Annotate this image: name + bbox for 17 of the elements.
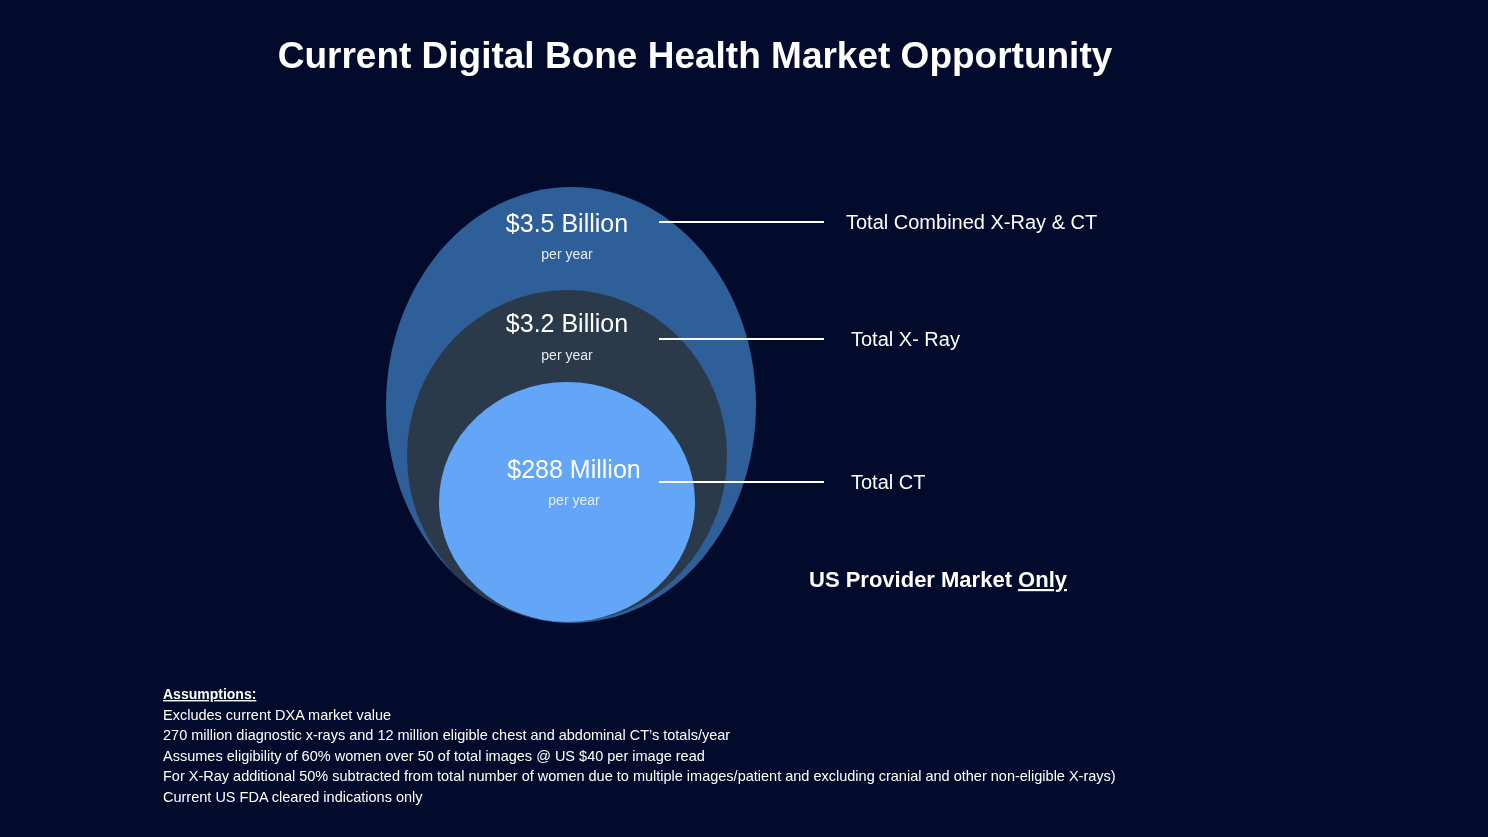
text: Excludes current DXA market value <box>163 706 392 723</box>
data-label: $3.2 Billion <box>505 309 629 337</box>
text: Assumptions: <box>163 686 257 702</box>
text: per year <box>548 492 600 508</box>
text: US Provider Market Only <box>809 567 1068 592</box>
text: Current US FDA cleared indications only <box>163 788 424 805</box>
text: Current Digital Bone Health Market Opportunity <box>277 35 1113 76</box>
category-label: Total Combined X-Ray & CT <box>846 211 1098 233</box>
category-label: Total X- Ray <box>851 328 960 350</box>
text: per year <box>541 347 593 363</box>
text: For X-Ray additional 50% subtracted from total number of women due to multiple images/patient and excluding cranial and other non-eligible X-rays) <box>163 768 1116 784</box>
data-label: $3.5 Billion <box>505 209 629 237</box>
text: 270 million diagnostic x-rays and 12 million eligible chest and abdominal CT’s totals/year <box>163 727 731 743</box>
text: Assumes eligibility of 60% women over 50 of total images @ US $40 per image read <box>163 747 705 764</box>
data-label: $288 Million <box>507 455 641 483</box>
text: per year <box>541 246 593 262</box>
category-label: Total CT <box>851 471 926 493</box>
